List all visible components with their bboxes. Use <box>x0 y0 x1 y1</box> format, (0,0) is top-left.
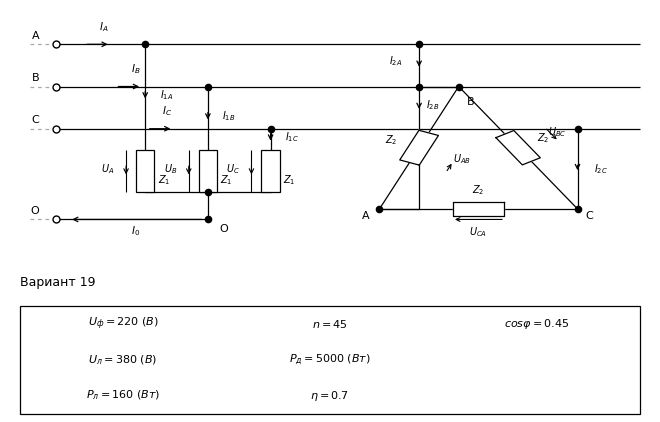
Text: $I_{2C}$: $I_{2C}$ <box>594 162 608 176</box>
Text: $Z_2$: $Z_2$ <box>385 133 398 147</box>
Text: Вариант 19: Вариант 19 <box>20 276 95 289</box>
Text: C: C <box>32 115 40 125</box>
Text: A: A <box>362 211 370 221</box>
Polygon shape <box>453 202 504 216</box>
Text: $I_{2B}$: $I_{2B}$ <box>426 99 439 112</box>
Bar <box>136 150 154 192</box>
Bar <box>199 150 217 192</box>
Text: $Z_1$: $Z_1$ <box>220 173 233 187</box>
Text: $Z_1$: $Z_1$ <box>283 173 296 187</box>
Text: $Z_2$: $Z_2$ <box>473 183 484 197</box>
Bar <box>261 150 280 192</box>
Text: C: C <box>585 211 593 221</box>
Text: $U_{CA}$: $U_{CA}$ <box>469 225 488 239</box>
Polygon shape <box>400 130 438 165</box>
Text: $I_C$: $I_C$ <box>162 104 172 118</box>
Text: $U_{BC}$: $U_{BC}$ <box>548 125 566 139</box>
Text: $Z_1$: $Z_1$ <box>158 173 170 187</box>
Text: O: O <box>220 224 228 234</box>
Polygon shape <box>496 130 541 165</box>
Text: $U_{л} = 380\ (В)$: $U_{л} = 380\ (В)$ <box>88 353 158 367</box>
Text: $I_{1A}$: $I_{1A}$ <box>160 88 173 102</box>
Text: $\eta = 0.7$: $\eta = 0.7$ <box>310 389 349 403</box>
Text: $I_{2A}$: $I_{2A}$ <box>389 54 403 68</box>
Text: O: O <box>31 206 40 216</box>
Text: $n = 45$: $n = 45$ <box>312 318 348 330</box>
Text: $U_{AB}$: $U_{AB}$ <box>453 152 471 166</box>
Text: $U_B$: $U_B$ <box>164 162 177 176</box>
Text: $U_A$: $U_A$ <box>101 162 114 176</box>
Text: $I_{1C}$: $I_{1C}$ <box>285 130 299 144</box>
Text: $P_{д} = 5000\ (Вт)$: $P_{д} = 5000\ (Вт)$ <box>289 352 371 367</box>
Text: $I_{1B}$: $I_{1B}$ <box>222 109 236 123</box>
Text: $I_0$: $I_0$ <box>131 225 140 238</box>
Text: $U_C$: $U_C$ <box>226 162 240 176</box>
Text: $cos\varphi = 0.45$: $cos\varphi = 0.45$ <box>504 317 570 331</box>
Text: $P_{л} = 160\ (Вт)$: $P_{л} = 160\ (Вт)$ <box>86 389 160 403</box>
Text: $U_{ф} = 220\ (В)$: $U_{ф} = 220\ (В)$ <box>88 316 158 332</box>
Text: $I_B$: $I_B$ <box>131 62 140 76</box>
Text: B: B <box>32 73 40 83</box>
Bar <box>20 306 640 414</box>
Text: A: A <box>32 31 40 41</box>
Text: B: B <box>467 97 475 107</box>
Text: $I_A$: $I_A$ <box>99 20 109 34</box>
Text: $Z_2$: $Z_2$ <box>537 131 550 145</box>
